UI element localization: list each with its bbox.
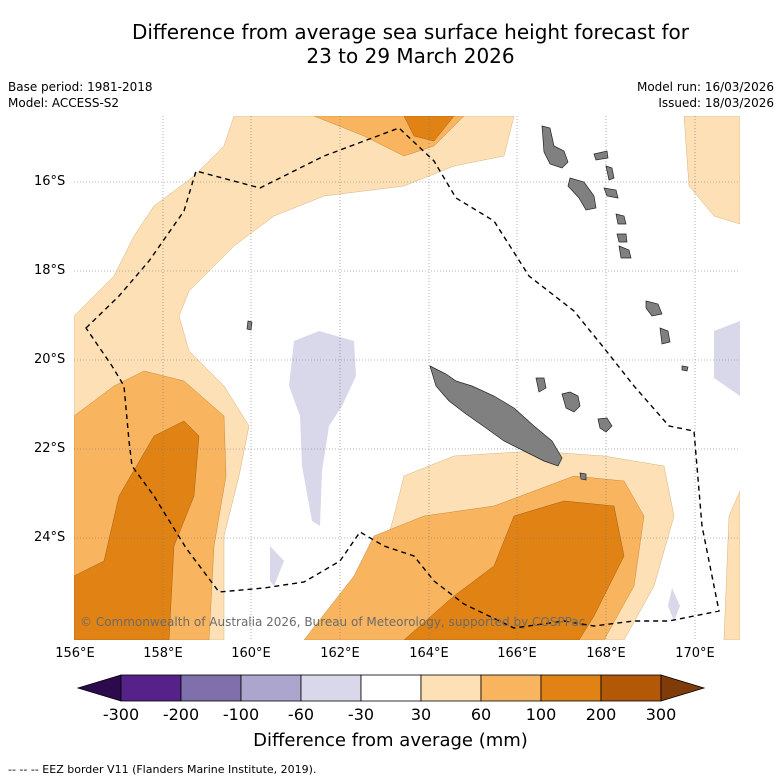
loyalty-island-2 [597, 417, 613, 433]
anomaly-band-neg-30-60 [270, 321, 740, 621]
vanuatu-banks [645, 300, 663, 317]
vanuatu-tanna [616, 233, 628, 243]
colorbar-tick-label: 30 [410, 705, 432, 724]
new-caledonia-island [429, 365, 563, 467]
lat-label-18s: 18°S [34, 263, 66, 278]
eez-legend-note: -- -- -- EEZ border V11 (Flanders Marine… [8, 763, 317, 776]
graticule [74, 116, 740, 640]
small-island-a [246, 320, 253, 331]
vanuatu-ambrym [603, 187, 619, 199]
colorbar-bin-6 [420, 674, 482, 702]
meta-right: Model run: 16/03/2026 Issued: 18/03/2026 [637, 79, 774, 111]
lat-label-22s: 22°S [34, 441, 66, 456]
colorbar-tick-label: 300 [645, 705, 677, 724]
colorbar-bin-8 [540, 674, 602, 702]
loyalty-island-3 [535, 377, 547, 393]
colorbar-tick-label: -30 [347, 705, 375, 724]
meta-left: Base period: 1981-2018 Model: ACCESS-S2 [8, 79, 153, 111]
base-period: Base period: 1981-2018 [8, 80, 153, 94]
vanuatu-efate [615, 213, 627, 225]
colorbar-title: Difference from average (mm) [253, 730, 528, 751]
model-run: Model run: 16/03/2026 [636, 80, 774, 94]
lon-label-156e: 156°E [55, 646, 95, 661]
colorbar-tick-label: -60 [287, 705, 315, 724]
colorbar-bin-9 [600, 674, 662, 702]
lon-label-170e: 170°E [675, 646, 715, 661]
lon-label-166e: 166°E [497, 646, 537, 661]
lon-label-164e: 164°E [409, 646, 449, 661]
colorbar-tick-label: -300 [102, 705, 140, 724]
lon-label-168e: 168°E [586, 646, 626, 661]
colorbar-tick-label: -200 [162, 705, 200, 724]
map-canvas [74, 116, 740, 640]
colorbar-tick-label: -100 [222, 705, 260, 724]
loyalty-island-1 [561, 391, 581, 413]
issued-date: Issued: 18/03/2026 [658, 96, 774, 110]
model-name: Model: ACCESS-S2 [8, 96, 120, 110]
colorbar-bin-7 [480, 674, 542, 702]
colorbar-extend-low [76, 674, 122, 702]
small-island-b [681, 365, 689, 372]
eez-border [85, 127, 720, 629]
colorbar-bin-4 [300, 674, 362, 702]
colorbar [76, 674, 706, 702]
lon-label-162e: 162°E [320, 646, 360, 661]
lon-label-158e: 158°E [143, 646, 183, 661]
title-line-1: Difference from average sea surface heig… [131, 20, 690, 44]
island-hunter [579, 472, 587, 481]
lat-label-24s: 24°S [34, 530, 66, 545]
vanuatu-torres [659, 327, 671, 345]
colorbar-bin-5 [360, 674, 422, 702]
colorbar-extend-high [660, 674, 706, 702]
lon-label-160e: 160°E [231, 646, 271, 661]
lat-label-20s: 20°S [34, 352, 66, 367]
colorbar-tick-label: 60 [470, 705, 492, 724]
title-line-2: 23 to 29 March 2026 [306, 44, 515, 68]
vanuatu-espiritu-santo [541, 125, 569, 169]
lat-label-16s: 16°S [34, 174, 66, 189]
map-plot [74, 116, 740, 640]
colorbar-bin-2 [180, 674, 242, 702]
vanuatu-pentecost [605, 165, 615, 181]
vanuatu-malekula [567, 177, 597, 211]
copyright-notice: © Commonwealth of Australia 2026, Bureau… [80, 615, 586, 629]
colorbar-tick-label: 100 [525, 705, 557, 724]
vanuatu-ambae [593, 150, 609, 161]
vanuatu-erromango [618, 245, 632, 259]
colorbar-bin-1 [120, 674, 182, 702]
landmass [246, 125, 689, 481]
colorbar-bin-3 [240, 674, 302, 702]
colorbar-tick-label: 200 [585, 705, 617, 724]
map-title: Difference from average sea surface heig… [0, 20, 781, 68]
